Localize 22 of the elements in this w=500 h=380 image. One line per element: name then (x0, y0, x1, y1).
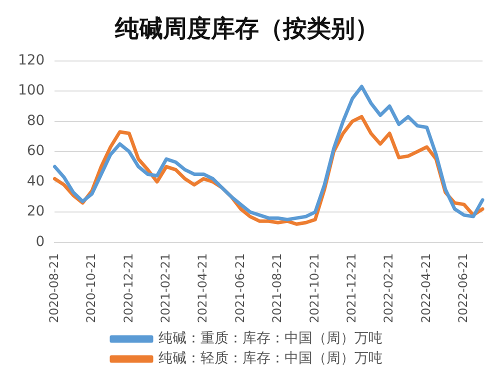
x-tick-label: 2022-04-21 (418, 253, 433, 324)
x-tick-label: 2021-02-21 (158, 253, 172, 324)
legend-label: 纯碱：重质：库存：中国（周）万吨 (158, 330, 382, 347)
y-tick-label: 20 (26, 204, 45, 220)
x-tick-label: 2021-10-21 (307, 253, 322, 324)
y-tick-label: 60 (26, 143, 45, 160)
x-tick-label: 2020-10-21 (84, 253, 98, 324)
y-tick-label: 120 (18, 52, 45, 68)
x-tick-label: 2020-08-21 (46, 253, 61, 324)
y-tick-label: 0 (36, 234, 45, 250)
x-tick-label: 2022-06-21 (456, 253, 470, 324)
chart-title: 纯碱周度库存（按类别） (114, 14, 379, 43)
x-tick-label: 2021-08-21 (270, 253, 284, 324)
y-tick-label: 40 (26, 173, 45, 190)
x-tick-label: 2021-04-21 (196, 253, 210, 324)
x-tick-label: 2021-06-21 (232, 253, 247, 324)
x-tick-label: 2020-12-21 (121, 253, 136, 324)
legend-label: 纯碱：轻质：库存：中国（周）万吨 (158, 350, 382, 367)
x-tick-label: 2021-12-21 (344, 253, 358, 324)
y-tick-label: 100 (18, 82, 45, 99)
y-tick-label: 80 (26, 112, 45, 129)
x-tick-label: 2022-02-21 (382, 253, 396, 324)
